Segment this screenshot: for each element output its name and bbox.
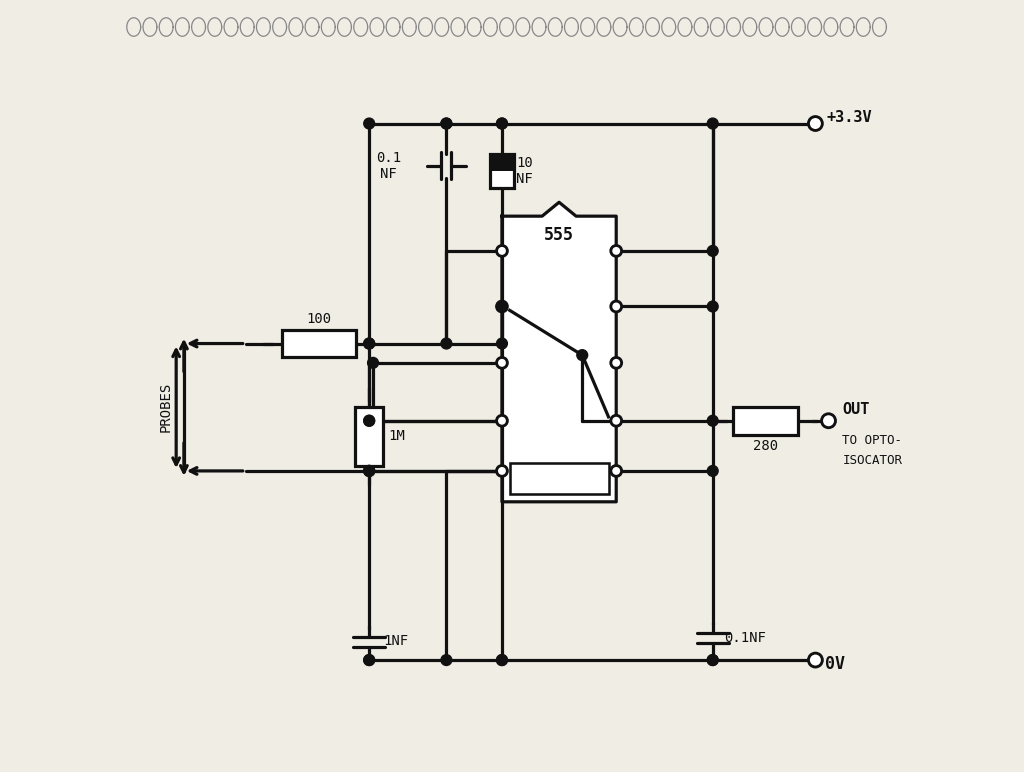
Text: PROBES: PROBES xyxy=(159,382,172,432)
Text: 1M: 1M xyxy=(388,429,406,443)
Bar xyxy=(355,407,383,466)
Text: 0.1NF: 0.1NF xyxy=(724,631,766,645)
Text: +3.3V: +3.3V xyxy=(826,110,871,125)
Circle shape xyxy=(364,338,375,349)
Circle shape xyxy=(441,118,452,129)
Circle shape xyxy=(497,301,507,312)
Circle shape xyxy=(364,655,375,665)
Circle shape xyxy=(364,415,375,426)
Circle shape xyxy=(497,466,507,476)
Circle shape xyxy=(441,655,452,665)
Bar xyxy=(282,330,356,357)
Text: 0V: 0V xyxy=(824,655,845,673)
Circle shape xyxy=(364,466,375,476)
Circle shape xyxy=(610,466,622,476)
Circle shape xyxy=(610,301,622,312)
Circle shape xyxy=(497,415,507,426)
Circle shape xyxy=(364,466,375,476)
Circle shape xyxy=(610,357,622,368)
Circle shape xyxy=(809,653,822,667)
Bar xyxy=(489,154,514,188)
Circle shape xyxy=(441,338,452,349)
Text: 100: 100 xyxy=(306,312,332,326)
Circle shape xyxy=(708,415,718,426)
Circle shape xyxy=(821,414,836,428)
Circle shape xyxy=(497,338,507,349)
Circle shape xyxy=(497,118,507,129)
Circle shape xyxy=(364,338,375,349)
Circle shape xyxy=(497,118,507,129)
Bar xyxy=(510,463,608,494)
Circle shape xyxy=(497,357,507,368)
Circle shape xyxy=(610,415,622,426)
Circle shape xyxy=(364,466,375,476)
Circle shape xyxy=(708,118,718,129)
Text: 10
NF: 10 NF xyxy=(516,156,532,187)
Text: 0.1
NF: 0.1 NF xyxy=(376,151,401,181)
Circle shape xyxy=(368,357,379,368)
Text: ISOCATOR: ISOCATOR xyxy=(843,455,902,467)
Circle shape xyxy=(708,301,718,312)
Circle shape xyxy=(497,301,507,312)
Bar xyxy=(489,154,514,171)
Text: OUT: OUT xyxy=(843,401,869,417)
Circle shape xyxy=(364,118,375,129)
Circle shape xyxy=(364,415,375,426)
Circle shape xyxy=(441,118,452,129)
Circle shape xyxy=(610,245,622,256)
Bar xyxy=(733,407,798,435)
Text: TO OPTO-: TO OPTO- xyxy=(843,434,902,446)
Circle shape xyxy=(708,655,718,665)
Circle shape xyxy=(497,245,507,256)
Polygon shape xyxy=(502,202,616,502)
Circle shape xyxy=(497,655,507,665)
Circle shape xyxy=(708,245,718,256)
Text: 555: 555 xyxy=(544,226,574,245)
Circle shape xyxy=(708,655,718,665)
Circle shape xyxy=(497,655,507,665)
Circle shape xyxy=(708,466,718,476)
Text: 1NF: 1NF xyxy=(383,634,409,648)
Circle shape xyxy=(364,655,375,665)
Circle shape xyxy=(809,117,822,130)
Text: 280: 280 xyxy=(753,439,778,453)
Circle shape xyxy=(577,350,588,361)
